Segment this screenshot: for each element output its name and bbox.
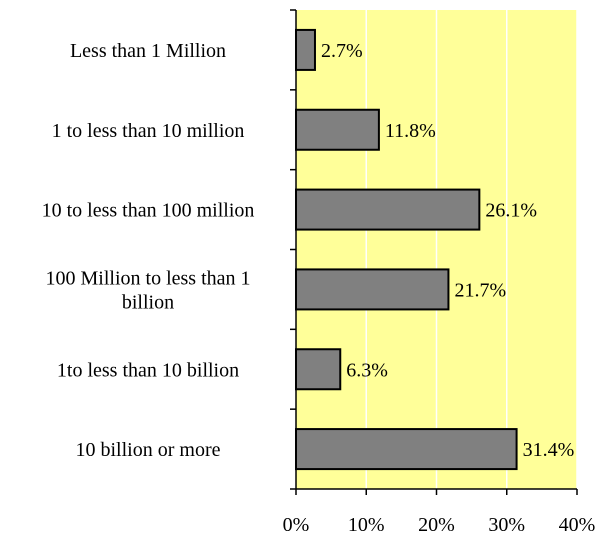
bar-value-label: 6.3% <box>346 359 388 381</box>
category-label: 10 to less than 100 million <box>42 200 255 222</box>
x-tick-label: 30% <box>488 514 525 536</box>
x-tick-label: 0% <box>283 514 310 536</box>
bar-value-label: 21.7% <box>454 279 506 301</box>
category-labels: Less than 1 Million 1 to less than 10 mil… <box>42 40 255 461</box>
bar <box>295 348 342 391</box>
bar <box>295 28 316 71</box>
bar-value-label: 26.1% <box>485 200 537 222</box>
x-tick-label: 10% <box>348 514 385 536</box>
bar <box>295 188 481 231</box>
category-label: 10 billion or more <box>76 439 221 461</box>
x-tick-labels: 0% 10% 20% 30% 40% <box>283 514 596 536</box>
bar-value-label: 11.8% <box>385 120 436 142</box>
category-label: 1 to less than 10 million <box>52 120 245 142</box>
category-label: 100 Million to less than 1 <box>46 267 251 289</box>
value-labels: 2.7% 11.8% 26.1% 21.7% 6.3% 31.4% <box>321 40 574 461</box>
bar <box>295 108 380 151</box>
category-label: Less than 1 Million <box>70 40 226 62</box>
bar <box>295 268 450 311</box>
x-tick-label: 20% <box>418 514 455 536</box>
bar <box>295 428 518 471</box>
bars <box>295 28 518 471</box>
x-tick-label: 40% <box>559 514 596 536</box>
category-label: billion <box>122 291 174 313</box>
axes <box>290 9 578 495</box>
category-label: 1to less than 10 billion <box>57 359 239 381</box>
bar-value-label: 31.4% <box>523 439 575 461</box>
bar-value-label: 2.7% <box>321 40 363 62</box>
gridlines <box>365 10 578 489</box>
